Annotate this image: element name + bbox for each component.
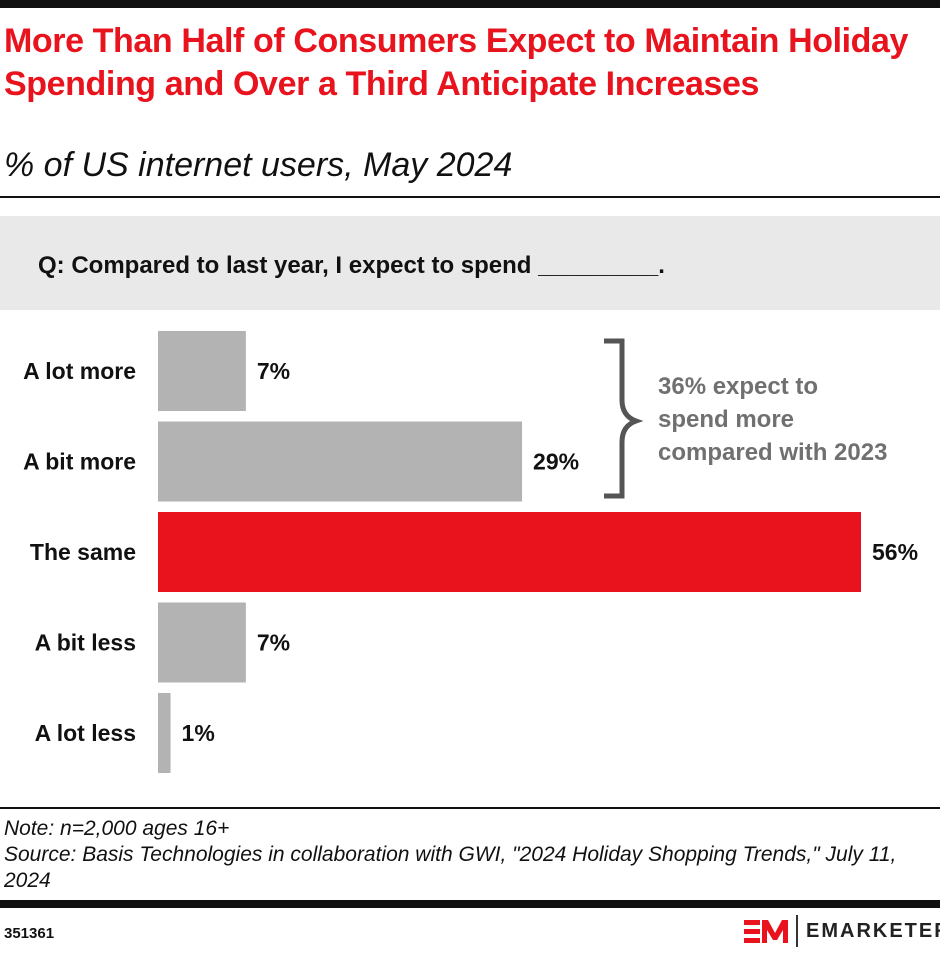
data-label: 29% xyxy=(533,449,579,475)
bar-chart: A lot more 7% A bit more 29% The same 56% A bi… xyxy=(23,331,918,773)
annotation-text: compared with 2023 xyxy=(658,439,887,466)
top-bar xyxy=(0,0,940,8)
category-label: A bit less xyxy=(35,630,136,656)
chart-id: 351361 xyxy=(4,925,55,942)
note-text: Note: n=2,000 ages 16+ xyxy=(4,817,230,840)
bottom-bar xyxy=(0,900,940,908)
emarketer-logo: EMARKETER xyxy=(744,915,940,947)
category-label: A lot more xyxy=(23,358,136,384)
logo-wordmark: EMARKETER xyxy=(806,919,940,942)
bar-a-lot-less xyxy=(158,693,171,773)
bar-a-lot-more xyxy=(158,331,246,411)
annotation-text: spend more xyxy=(658,406,794,433)
footnote: Note: n=2,000 ages 16+ Source: Basis Tec… xyxy=(4,816,904,894)
data-label: 56% xyxy=(872,539,918,565)
annotation-text: 36% expect to xyxy=(658,373,818,400)
divider xyxy=(0,196,940,198)
question-text: Q: Compared to last year, I expect to sp… xyxy=(38,252,665,279)
bar-a-bit-more xyxy=(158,421,523,502)
data-label: 7% xyxy=(257,358,290,384)
chart-title: More Than Half of Consumers Expect to Ma… xyxy=(4,22,909,103)
data-label: 7% xyxy=(257,630,290,656)
bar-the-same xyxy=(158,512,861,592)
bar-a-bit-less xyxy=(158,602,246,683)
divider xyxy=(0,807,940,809)
category-label: A lot less xyxy=(35,720,136,746)
chart-subtitle: % of US internet users, May 2024 xyxy=(4,146,513,184)
brace-icon xyxy=(604,338,644,499)
em-logo-icon xyxy=(744,920,788,943)
category-label: The same xyxy=(30,539,136,565)
category-label: A bit more xyxy=(23,449,136,475)
data-label: 1% xyxy=(182,720,215,746)
question-box xyxy=(0,216,940,310)
source-text: Source: Basis Technologies in collaborat… xyxy=(4,843,897,892)
